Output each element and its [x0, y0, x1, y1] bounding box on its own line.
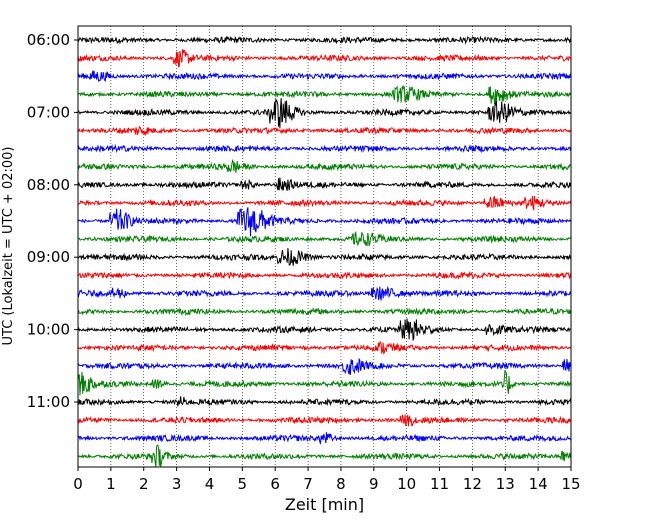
x-tick-label: 12 [463, 475, 482, 493]
seismic-trace [77, 230, 572, 247]
x-tick-label: 11 [430, 475, 449, 493]
x-tick-label: 8 [336, 475, 346, 493]
seismic-trace [77, 70, 572, 83]
x-tick-label: 5 [238, 475, 248, 493]
y-tick-label: 09:00 [27, 248, 70, 266]
seismic-trace [77, 126, 572, 136]
seismic-trace [77, 357, 572, 376]
y-tick-label: 08:00 [27, 176, 70, 194]
seismic-trace [77, 285, 572, 301]
seismic-trace [77, 49, 572, 68]
y-tick-label: 07:00 [27, 103, 70, 121]
x-axis-ticks: 0 1 2 3 4 5 6 7 8 9 10 11 12 13 14 15 [73, 467, 581, 493]
seismic-trace [77, 158, 572, 173]
x-axis-label: Zeit [min] [285, 495, 364, 514]
seismic-trace [77, 444, 572, 467]
plot-frame [77, 25, 572, 468]
seismic-trace [77, 396, 572, 407]
seismic-trace [77, 195, 572, 211]
seismic-trace [77, 177, 572, 191]
seismic-trace [77, 318, 572, 342]
y-tick-label: 10:00 [27, 321, 70, 339]
seismic-trace [77, 432, 572, 445]
seismic-trace [77, 35, 572, 45]
seismic-trace [77, 341, 572, 355]
seismic-trace [77, 270, 572, 280]
x-tick-label: 4 [205, 475, 215, 493]
seismic-trace [77, 207, 572, 237]
seismic-trace [77, 143, 572, 154]
x-tick-label: 1 [106, 475, 116, 493]
x-tick-label: 14 [529, 475, 548, 493]
x-tick-label: 9 [369, 475, 379, 493]
x-tick-label: 3 [172, 475, 182, 493]
x-tick-label: 15 [561, 475, 580, 493]
seismic-trace [77, 98, 572, 129]
y-tick-label: 11:00 [27, 393, 70, 411]
x-tick-label: 0 [73, 475, 83, 493]
x-tick-label: 2 [139, 475, 149, 493]
seismic-trace [77, 306, 572, 316]
seismic-trace [77, 369, 572, 396]
x-tick-label: 10 [397, 475, 416, 493]
seismic-trace [77, 248, 572, 266]
trace-group [77, 35, 572, 467]
x-tick-label: 13 [496, 475, 515, 493]
x-tick-label: 6 [270, 475, 280, 493]
x-tick-label: 7 [303, 475, 313, 493]
y-axis-ticks: 06:00 07:00 08:00 09:00 10:00 11:00 [27, 31, 78, 411]
y-axis-label: UTC (Lokalzeit = UTC + 02:00) [1, 147, 16, 346]
seismic-trace [77, 414, 572, 427]
y-tick-label: 06:00 [27, 31, 70, 49]
seismic-trace [77, 84, 572, 105]
